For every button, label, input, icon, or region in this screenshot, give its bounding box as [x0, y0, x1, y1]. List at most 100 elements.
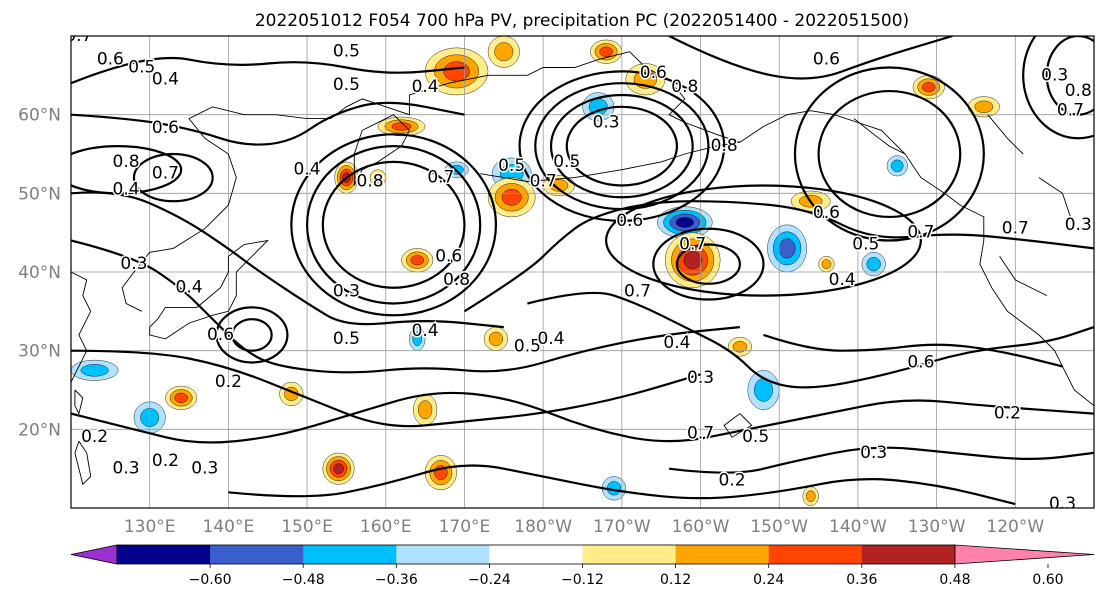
- pv-contour-label: 0.6: [97, 50, 124, 70]
- pv-contour: [228, 464, 1016, 506]
- longitude-label: 150°W: [750, 517, 808, 537]
- pv-contour: [71, 191, 504, 329]
- colorbar-segment: [675, 545, 770, 564]
- precip-level-fill: [501, 188, 522, 206]
- pv-contour: [527, 291, 1094, 389]
- longitude-label: 140°E: [203, 517, 255, 537]
- pv-contours: [71, 36, 1094, 506]
- pv-contour: [305, 145, 482, 305]
- pv-contour-label: 0.8: [711, 136, 738, 156]
- precip-blob: [424, 455, 457, 491]
- precip-level-fill: [418, 400, 433, 420]
- precip-blob: [71, 359, 119, 381]
- pv-contour-label: 0.5: [852, 234, 879, 254]
- figure-title: 2022051012 F054 700 hPa PV, precipitatio…: [255, 11, 909, 31]
- colorbar-segment: [117, 545, 211, 564]
- pv-contour-label: 0.8: [357, 172, 384, 192]
- precip-level-fill: [494, 42, 514, 62]
- coastline: [121, 51, 1094, 407]
- pv-contour-label: 0.4: [412, 77, 439, 97]
- colorbar-tick-label: −0.12: [561, 572, 604, 588]
- precip-blob: [409, 326, 426, 351]
- precip-blob: [886, 155, 908, 177]
- pv-contour-label: 0.7: [907, 223, 934, 243]
- precip-level-fill: [443, 61, 470, 82]
- pv-contour-label: 0.3: [191, 459, 218, 479]
- coastline: [987, 114, 1024, 155]
- precip-blob: [590, 39, 623, 64]
- colorbar-tick-label: 0.60: [1032, 572, 1063, 588]
- pv-contour: [793, 66, 985, 242]
- colorbar-segment: [210, 545, 304, 564]
- colorbar-tick-label: 0.12: [660, 572, 691, 588]
- pv-contour-label: 0.6: [907, 352, 934, 372]
- pv-contour-label: 0.6: [813, 50, 840, 70]
- longitude-label: 150°E: [281, 517, 333, 537]
- pv-contour: [321, 160, 466, 289]
- colorbar-segment: [768, 545, 863, 564]
- precip-blob: [542, 175, 575, 196]
- map-area: 0.6 0.50.40.60.80.70.40.30.40.60.20.3 0.2 0…: [70, 35, 1095, 514]
- pv-contour-label: 0.3: [687, 368, 714, 388]
- pv-contour-label: 0.3: [333, 282, 360, 302]
- colorbar: −0.60 −0.48 −0.36 −0.24 −0.12 0.12 0.24 0.36 0.4…: [70, 544, 1095, 588]
- longitude-labels: 130°E 140°E 150°E 160°E 170°E 180°W 170°W 160°W…: [124, 517, 1045, 537]
- latitude-labels: 60°N 50°N 40°N 30°N 20°N: [18, 106, 61, 441]
- pv-contour-label: 0.7: [152, 164, 179, 184]
- precip-blob: [322, 452, 355, 485]
- longitude-label: 170°W: [593, 517, 651, 537]
- coastline: [999, 256, 1048, 297]
- pv-contour: [71, 56, 465, 85]
- pv-contour-label: 0.7: [1057, 101, 1084, 121]
- pv-contour: [231, 318, 273, 352]
- pv-contour-label: 0.6: [640, 63, 667, 83]
- pv-contour: [71, 239, 741, 374]
- pv-contour-label: 0.5: [498, 156, 525, 176]
- pv-contour: [565, 105, 679, 187]
- precip-level-fill: [866, 257, 881, 272]
- colorbar-tick-label: 0.24: [753, 572, 784, 588]
- pv-contour-label: 0.4: [412, 321, 439, 341]
- pv-contour-label: 0.5: [128, 57, 155, 77]
- colorbar-tick-label: −0.60: [189, 572, 232, 588]
- longitude-label: 130°E: [124, 517, 176, 537]
- coastlines: [71, 51, 1094, 486]
- precip-level-fill: [599, 46, 613, 57]
- colorbar-tick-label: −0.24: [468, 572, 511, 588]
- coastline: [71, 271, 92, 383]
- pv-contour: [1022, 36, 1094, 140]
- precip-blob: [818, 256, 835, 273]
- latitude-label: 30°N: [18, 342, 61, 362]
- longitude-label: 170°E: [439, 517, 491, 537]
- pv-contour-label: 0.5: [333, 329, 360, 349]
- pv-contour-label: 0.7: [679, 234, 706, 254]
- coastline: [661, 141, 740, 163]
- colorbar-frame: [116, 544, 956, 565]
- longitude-label: 160°W: [672, 517, 730, 537]
- pv-contour-label: 0.4: [663, 333, 690, 353]
- pv-contour-label: 0.5: [742, 427, 769, 447]
- coastline: [480, 161, 662, 182]
- pv-contour-label: 0.8: [671, 77, 698, 97]
- pv-contour-label: 0.4: [294, 160, 321, 180]
- pv-contour-label: 0.3: [1049, 494, 1076, 514]
- pv-contour-label: 0.6: [435, 246, 462, 266]
- coastline: [1038, 177, 1071, 218]
- precip-blob: [424, 47, 489, 96]
- latitude-label: 60°N: [18, 106, 61, 126]
- precip-level-fill: [412, 331, 423, 346]
- precip-level-fill: [821, 259, 832, 269]
- map-frame: [70, 35, 1095, 509]
- pv-contour-label: 0.7: [427, 168, 454, 188]
- pv-contour: [71, 349, 701, 428]
- pv-contour-label: 0.6: [813, 203, 840, 223]
- pv-contour-label: 0.3: [1041, 65, 1068, 85]
- precip-blob: [657, 206, 713, 239]
- precip-level-fill: [683, 251, 702, 270]
- precip-level-fill: [80, 364, 109, 377]
- colorbar-segment: [861, 545, 956, 564]
- precip-blob: [802, 486, 819, 506]
- precip-level-fill: [373, 172, 383, 183]
- colorbar-tick-label: 0.36: [846, 572, 877, 588]
- pv-contour-label: 0.2: [81, 427, 108, 447]
